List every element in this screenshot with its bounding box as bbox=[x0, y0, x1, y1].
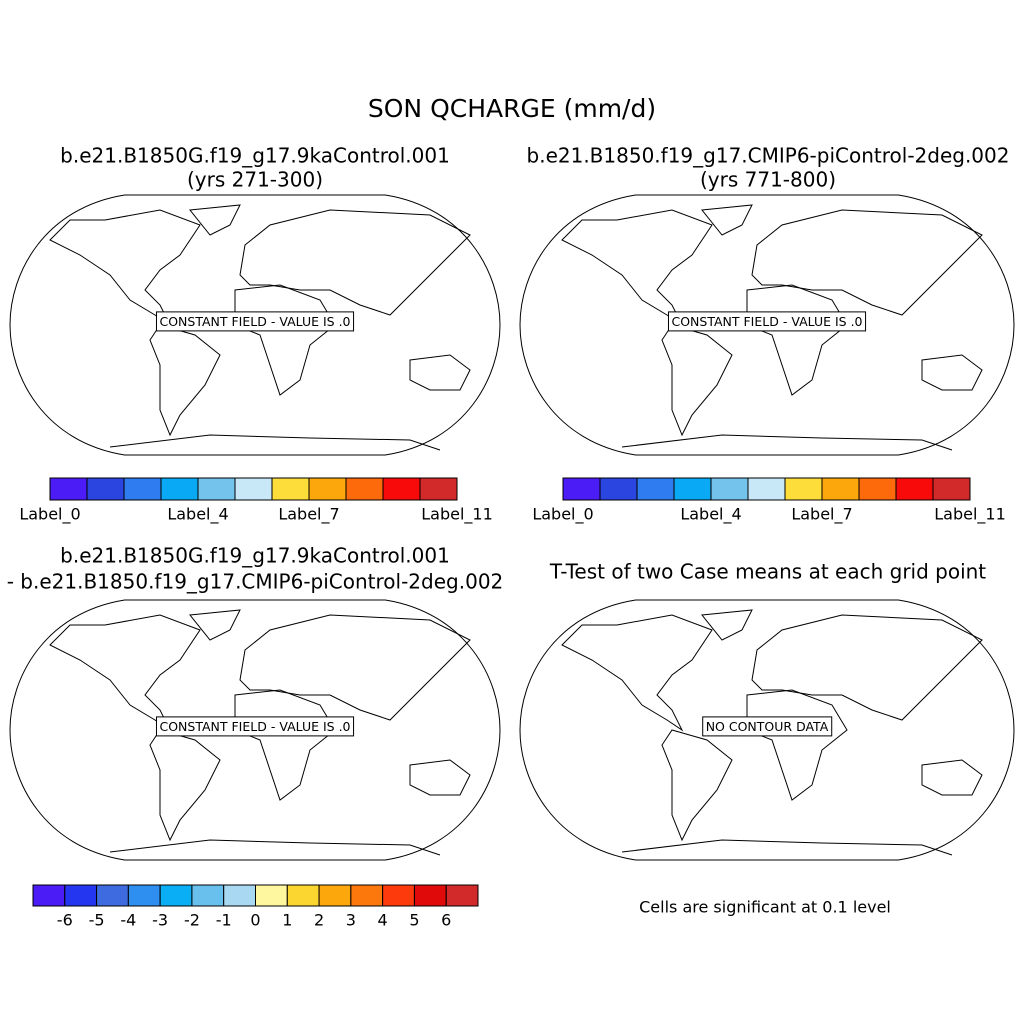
bottom-note: Cells are significant at 0.1 level bbox=[639, 898, 891, 917]
map-label: CONSTANT FIELD - VALUE IS .0 bbox=[159, 314, 350, 329]
colorbar-box bbox=[271, 477, 310, 501]
colorbar-box bbox=[345, 477, 384, 501]
colorbar-label: 3 bbox=[346, 911, 356, 930]
panel-title: b.e21.B1850.f19_g17.CMIP6-piControl-2deg… bbox=[527, 144, 1010, 168]
colorbar-box bbox=[710, 477, 749, 501]
colorbar-box bbox=[821, 477, 860, 501]
colorbar-box bbox=[636, 477, 675, 501]
panel-title: b.e21.B1850G.f19_g17.9kaControl.001 bbox=[60, 144, 450, 168]
colorbar-box bbox=[673, 477, 712, 501]
figure-title: SON QCHARGE (mm/d) bbox=[368, 94, 656, 123]
colorbar-label: 2 bbox=[314, 911, 324, 930]
colorbar-label: Label_4 bbox=[167, 505, 228, 525]
colorbar-label: Label_0 bbox=[19, 505, 80, 525]
colorbar-box bbox=[308, 477, 347, 501]
colorbar-box bbox=[197, 477, 236, 501]
colorbar-label: Label_11 bbox=[934, 505, 1006, 525]
map-outline bbox=[519, 599, 1015, 861]
colorbar-label: 6 bbox=[441, 911, 451, 930]
colorbar-label: Label_11 bbox=[421, 505, 493, 525]
colorbar-label: Label_4 bbox=[680, 505, 741, 525]
colorbar-label: Label_7 bbox=[791, 505, 852, 525]
map-label: CONSTANT FIELD - VALUE IS .0 bbox=[159, 719, 350, 734]
colorbar-box bbox=[123, 477, 162, 501]
colorbar-label: 4 bbox=[378, 911, 388, 930]
colorbar-label: -3 bbox=[152, 911, 168, 930]
colorbar-box bbox=[32, 884, 66, 907]
colorbar-box bbox=[191, 884, 225, 907]
colorbar-label: Label_0 bbox=[532, 505, 593, 525]
colorbar-label: 5 bbox=[409, 911, 419, 930]
colorbar-label: 1 bbox=[282, 911, 292, 930]
map-outline bbox=[9, 194, 501, 456]
map-label-box bbox=[702, 716, 833, 737]
colorbar-box bbox=[419, 477, 458, 501]
map-label: CONSTANT FIELD - VALUE IS .0 bbox=[671, 314, 862, 329]
colorbar-label: Label_7 bbox=[278, 505, 339, 525]
colorbar-box bbox=[49, 477, 88, 501]
panel-title: (yrs 771-800) bbox=[700, 168, 836, 192]
colorbar-box bbox=[445, 884, 479, 907]
colorbar-box bbox=[234, 477, 273, 501]
colorbar-box bbox=[160, 477, 199, 501]
colorbar-box bbox=[747, 477, 786, 501]
map-label: NO CONTOUR DATA bbox=[706, 719, 829, 734]
colorbar-box bbox=[159, 884, 193, 907]
colorbar-label: -4 bbox=[120, 911, 136, 930]
map-outline bbox=[9, 599, 501, 861]
colorbar-box bbox=[96, 884, 129, 907]
colorbar-box bbox=[599, 477, 638, 501]
colorbar-label: 0 bbox=[250, 911, 260, 930]
panel-title: (yrs 271-300) bbox=[187, 168, 323, 192]
colorbar-box bbox=[86, 477, 125, 501]
colorbar-box bbox=[286, 884, 320, 907]
colorbar-label: -5 bbox=[89, 911, 105, 930]
colorbar-box bbox=[127, 884, 161, 907]
colorbar-box bbox=[223, 884, 256, 907]
colorbar-box bbox=[64, 884, 98, 907]
colorbar-box bbox=[318, 884, 352, 907]
map-outline bbox=[519, 194, 1015, 456]
colorbar-box bbox=[382, 477, 421, 501]
colorbar-box bbox=[562, 477, 601, 501]
colorbar-box bbox=[932, 477, 971, 501]
map-label-box bbox=[155, 716, 355, 737]
colorbar-box bbox=[858, 477, 897, 501]
colorbar-label: -1 bbox=[216, 911, 232, 930]
colorbar-box bbox=[895, 477, 934, 501]
map-label-box bbox=[155, 311, 355, 332]
panel-title: b.e21.B1850G.f19_g17.9kaControl.001 bbox=[60, 544, 450, 568]
colorbar-label: -6 bbox=[57, 911, 73, 930]
colorbar-box bbox=[784, 477, 823, 501]
map-label-box bbox=[667, 311, 867, 332]
colorbar-box bbox=[382, 884, 415, 907]
colorbar-label: -2 bbox=[184, 911, 200, 930]
panel-title: - b.e21.B1850.f19_g17.CMIP6-piControl-2d… bbox=[7, 570, 504, 594]
panel-title: T-Test of two Case means at each grid po… bbox=[549, 560, 986, 584]
colorbar-box bbox=[255, 884, 288, 907]
colorbar-box bbox=[350, 884, 384, 907]
colorbar-box bbox=[413, 884, 447, 907]
